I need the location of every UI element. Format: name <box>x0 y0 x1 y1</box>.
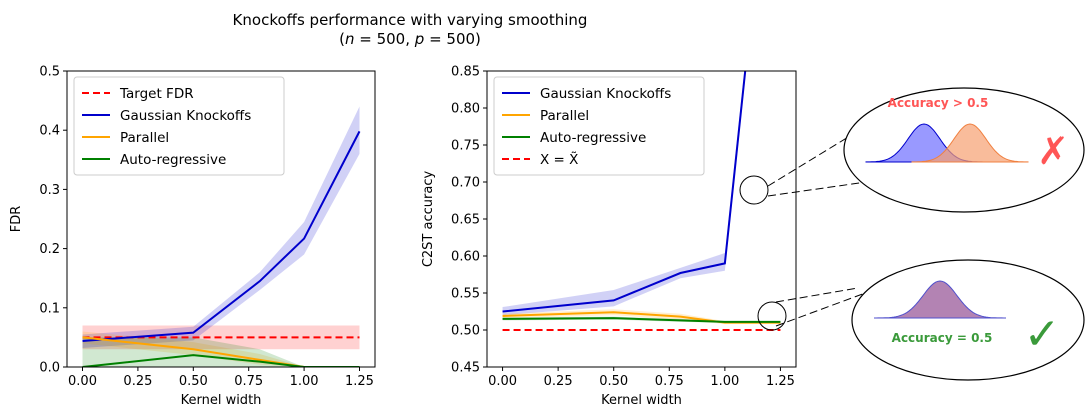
y-axis-label: C2ST accuracy <box>421 171 436 268</box>
legend-label: Gaussian Knockoffs <box>540 86 671 102</box>
accuracy-above-label: Accuracy > 0.5 <box>888 96 989 110</box>
y-tick-label: 0.80 <box>451 102 480 117</box>
y-tick-label: 0.2 <box>39 242 60 257</box>
x-tick-label: 0.00 <box>488 374 517 389</box>
subtitle-n-value: = 500, <box>354 30 414 48</box>
x-tick-label: 0.25 <box>544 374 573 389</box>
x-tick-label: 0.00 <box>68 374 97 389</box>
legend-label: Auto-regressive <box>120 152 226 168</box>
y-tick-label: 0.65 <box>451 213 480 228</box>
axes-frame <box>66 70 376 368</box>
subtitle-p-value: = 500) <box>424 30 481 48</box>
legend-box <box>73 76 285 176</box>
x-tick-label: 0.75 <box>234 374 263 389</box>
x-axis-label: Kernel width <box>181 393 262 408</box>
plot-area <box>502 71 781 331</box>
legend-label: Parallel <box>120 130 169 146</box>
y-axis-label: FDR <box>9 206 24 233</box>
figure-subtitle: (n = 500, p = 500) <box>339 30 481 48</box>
x-tick-label: 0.25 <box>123 374 152 389</box>
y-tick-label: 0.45 <box>451 361 480 376</box>
gaussian-overlap-shape <box>874 280 1006 319</box>
x-tick-label: 0.50 <box>599 374 628 389</box>
x-tick-label: 1.00 <box>710 374 739 389</box>
check-mark-icon: ✓ <box>1024 309 1061 360</box>
y-tick-label: 0.5 <box>39 65 60 80</box>
gaussian-right-shape <box>911 123 1029 163</box>
zoom-ellipse-bottom <box>851 259 1085 381</box>
x-tick-label: 1.25 <box>345 374 374 389</box>
c2st-panel: 0.00 0.25 0.50 0.75 1.00 1.25 0.45 0.50 0.55 0.60… <box>421 65 797 408</box>
x-tick-label: 1.25 <box>766 374 795 389</box>
legend-label: Gaussian Knockoffs <box>120 108 251 124</box>
y-tick-label: 0.1 <box>39 301 60 316</box>
y-tick-label: 0.75 <box>451 139 480 154</box>
accuracy-equal-label: Accuracy = 0.5 <box>892 331 993 345</box>
y-tick-label: 0.70 <box>451 176 480 191</box>
y-tick-label: 0.85 <box>451 65 480 80</box>
annotation-accuracy-above: Accuracy > 0.5 ✗ <box>739 87 1085 213</box>
subtitle-n: n <box>345 30 355 48</box>
figure-title: Knockoffs performance with varying smoot… <box>233 11 588 29</box>
annotation-accuracy-equal: Accuracy = 0.5 ✓ <box>757 259 1085 381</box>
zoom-circle-top <box>739 175 769 205</box>
y-tick-label: 0.60 <box>451 250 480 265</box>
plot-area <box>82 106 361 367</box>
x-tick-label: 1.00 <box>290 374 319 389</box>
subtitle-open-paren: ( <box>339 30 345 48</box>
y-tick-label: 0.0 <box>39 361 60 376</box>
zoom-circle-bottom <box>757 301 787 331</box>
fdr-panel: 0.00 0.25 0.50 0.75 1.00 1.25 0.0 0.1 0.2 0.3 0.4 0… <box>9 65 376 408</box>
legend-label: Target FDR <box>119 86 194 102</box>
y-tick-label: 0.3 <box>39 183 60 198</box>
y-tick-label: 0.55 <box>451 287 480 302</box>
band-series-2 <box>82 331 360 367</box>
x-tick-label: 0.50 <box>179 374 208 389</box>
y-tick-label: 0.4 <box>39 124 60 139</box>
legend-box <box>493 76 705 176</box>
legend-label: Parallel <box>540 108 589 124</box>
leader-line-bottom-2 <box>775 291 869 327</box>
band-series-1 <box>82 106 360 349</box>
legend-label: X = X̃ <box>540 152 578 168</box>
legend-label: Auto-regressive <box>540 130 646 146</box>
x-tick-label: 0.75 <box>655 374 684 389</box>
y-tick-label: 0.50 <box>451 324 480 339</box>
cross-mark-icon: ✗ <box>1037 129 1069 173</box>
x-axis-label: Kernel width <box>601 393 682 408</box>
subtitle-p: p <box>414 30 425 48</box>
leader-line-top-2 <box>767 179 881 197</box>
leader-line-bottom-1 <box>775 287 859 303</box>
